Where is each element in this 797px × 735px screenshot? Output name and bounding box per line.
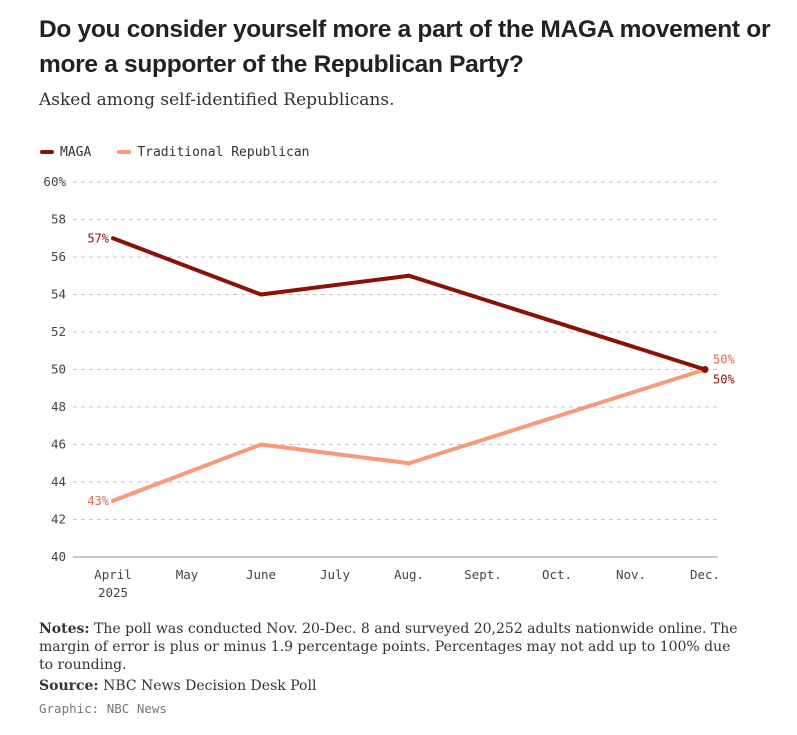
legend-label-traditional: Traditional Republican bbox=[137, 144, 310, 160]
data-point-traditional-2 bbox=[407, 461, 411, 466]
series-line-maga bbox=[111, 236, 707, 372]
source-label: Source: bbox=[39, 678, 99, 694]
x-tick-label-2: June bbox=[246, 567, 276, 582]
notes-text: The poll was conducted Nov. 20-Dec. 8 an… bbox=[39, 621, 738, 673]
chart-title-line-1: Do you consider yourself more a part of … bbox=[39, 16, 771, 43]
data-point-traditional-0 bbox=[111, 498, 115, 503]
series-line-traditional bbox=[111, 367, 707, 503]
graphic-credit: Graphic: NBC News bbox=[39, 701, 167, 716]
y-tick-label-58: 58 bbox=[51, 212, 66, 227]
data-label-traditional-start: 43% bbox=[87, 494, 109, 508]
data-point-traditional-1 bbox=[259, 442, 263, 447]
y-tick-label-52: 52 bbox=[51, 324, 66, 339]
data-label-maga-end: 50% bbox=[713, 373, 735, 387]
source-text: NBC News Decision Desk Poll bbox=[103, 678, 317, 694]
x-tick-label-7: Nov. bbox=[616, 567, 646, 582]
chart-title-line-2: more a supporter of the Republican Party… bbox=[39, 51, 524, 78]
notes: Notes: The poll was conducted Nov. 20-De… bbox=[39, 620, 739, 674]
data-label-traditional-end: 50% bbox=[713, 353, 735, 367]
data-point-maga-0 bbox=[111, 236, 115, 241]
x-tick-label-6: Oct. bbox=[542, 567, 572, 582]
chart-title: Do you consider yourself more a part of … bbox=[39, 12, 779, 82]
y-tick-label-40: 40 bbox=[51, 549, 66, 564]
x-tick-label-0: April bbox=[94, 567, 132, 582]
legend-label-maga: MAGA bbox=[60, 144, 92, 160]
legend-swatch-maga bbox=[40, 150, 54, 154]
data-point-maga-1 bbox=[259, 292, 263, 297]
y-tick-label-56: 56 bbox=[51, 249, 66, 264]
legend-item-maga: MAGA bbox=[40, 145, 91, 160]
end-marker-dec bbox=[701, 366, 709, 373]
x-tick-label-5: Sept. bbox=[464, 567, 502, 582]
y-tick-label-42: 42 bbox=[51, 512, 66, 527]
data-point-maga-2 bbox=[407, 273, 411, 278]
legend-item-traditional: Traditional Republican bbox=[117, 144, 310, 160]
legend-swatch-traditional bbox=[117, 150, 132, 154]
y-tick-label-46: 46 bbox=[51, 437, 66, 452]
notes-label: Notes: bbox=[39, 621, 90, 637]
x-tick-label-3: July bbox=[320, 567, 351, 582]
x-tick-label-4: Aug. bbox=[394, 567, 424, 582]
x-tick-label-1: May bbox=[176, 567, 199, 582]
line-chart: 40 42 44 46 48 50 52 54 56 58 60% April May June July A… bbox=[43, 174, 735, 600]
y-tick-label-44: 44 bbox=[51, 474, 66, 489]
y-tick-label-48: 48 bbox=[51, 399, 66, 414]
source: Source: NBC News Decision Desk Poll bbox=[39, 678, 316, 694]
chart-subtitle: Asked among self-identified Republicans. bbox=[39, 90, 395, 110]
y-tick-label-60: 60% bbox=[43, 174, 66, 189]
y-tick-label-50: 50 bbox=[51, 362, 66, 377]
y-tick-label-54: 54 bbox=[51, 287, 66, 302]
x-tick-label-8: Dec. bbox=[690, 567, 720, 582]
legend: MAGA Traditional Republican bbox=[40, 143, 336, 161]
data-label-maga-start: 57% bbox=[87, 231, 109, 245]
x-year-label: 2025 bbox=[98, 585, 128, 600]
